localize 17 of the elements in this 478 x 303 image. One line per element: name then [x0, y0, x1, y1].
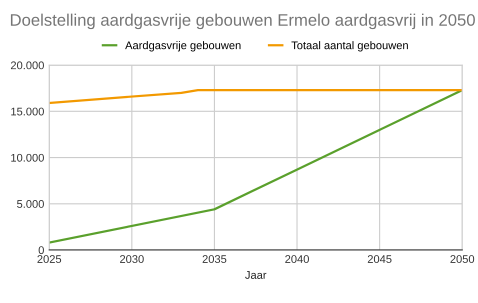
- x-tick-label: 2050: [450, 255, 474, 263]
- x-tick-label: 2025: [37, 255, 62, 263]
- legend-label: Aardgasvrije gebouwen: [125, 41, 241, 52]
- line-series: [49, 88, 462, 244]
- x-tick-label: 2040: [285, 255, 309, 263]
- chart-title: Doelstelling aardgasvrije gebouwen Ermelo aardgasvrij in 2050: [10, 14, 475, 30]
- legend-label: Totaal aantal gebouwen: [291, 41, 408, 52]
- x-axis-title: Jaar: [245, 271, 266, 279]
- y-tick-label: 10.000: [11, 154, 44, 162]
- y-tick-label: 0: [38, 246, 44, 254]
- y-tick-label: 20.000: [10, 61, 44, 70]
- x-tick-label: 2030: [120, 255, 144, 263]
- x-tick-label: 2045: [368, 255, 392, 263]
- line-series: [49, 88, 462, 104]
- y-tick-label: 5.000: [17, 200, 44, 208]
- x-tick-label: 2035: [202, 255, 226, 263]
- y-tick-label: 15.000: [11, 108, 44, 116]
